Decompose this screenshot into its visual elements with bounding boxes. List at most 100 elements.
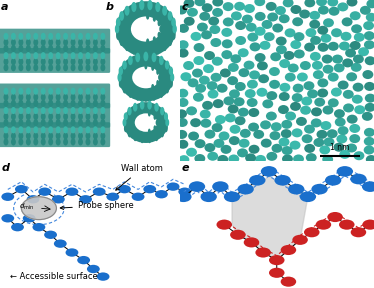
Circle shape — [269, 67, 280, 76]
Circle shape — [291, 5, 301, 14]
Circle shape — [306, 153, 317, 162]
Circle shape — [71, 107, 76, 114]
Circle shape — [27, 195, 40, 204]
Circle shape — [11, 100, 16, 107]
Circle shape — [178, 98, 188, 107]
Circle shape — [11, 88, 16, 95]
Circle shape — [100, 64, 105, 71]
Circle shape — [63, 52, 68, 59]
Circle shape — [18, 58, 23, 65]
Circle shape — [293, 84, 304, 93]
Circle shape — [100, 39, 105, 46]
Circle shape — [11, 119, 16, 126]
Circle shape — [63, 100, 68, 107]
Circle shape — [229, 89, 240, 98]
Circle shape — [249, 175, 266, 185]
Circle shape — [41, 138, 46, 145]
Circle shape — [338, 126, 349, 135]
Circle shape — [328, 73, 339, 82]
Circle shape — [78, 39, 83, 46]
Circle shape — [115, 25, 119, 33]
Circle shape — [56, 132, 61, 139]
Circle shape — [341, 32, 352, 41]
Circle shape — [313, 70, 324, 79]
Circle shape — [260, 41, 270, 50]
Circle shape — [3, 132, 9, 139]
Text: e: e — [181, 162, 189, 173]
Circle shape — [3, 45, 9, 52]
Circle shape — [3, 138, 9, 145]
Circle shape — [165, 86, 169, 93]
Circle shape — [292, 128, 303, 137]
FancyBboxPatch shape — [0, 122, 110, 147]
Circle shape — [332, 54, 343, 64]
Ellipse shape — [123, 102, 168, 143]
Text: Wall atom: Wall atom — [116, 164, 162, 190]
Circle shape — [119, 11, 124, 21]
Circle shape — [191, 32, 202, 41]
Text: d: d — [2, 162, 10, 173]
Circle shape — [217, 84, 228, 93]
Circle shape — [3, 33, 9, 40]
Circle shape — [93, 100, 98, 107]
Circle shape — [364, 40, 374, 49]
Circle shape — [33, 64, 38, 71]
Circle shape — [187, 8, 198, 17]
Circle shape — [218, 131, 230, 141]
Circle shape — [146, 38, 149, 45]
Polygon shape — [232, 177, 308, 260]
Circle shape — [78, 45, 83, 52]
Circle shape — [221, 50, 232, 59]
Circle shape — [275, 6, 286, 15]
Circle shape — [183, 61, 194, 70]
Circle shape — [65, 248, 79, 257]
Circle shape — [93, 58, 98, 65]
Circle shape — [48, 119, 53, 126]
Circle shape — [353, 54, 364, 64]
Circle shape — [328, 42, 339, 51]
Circle shape — [26, 94, 31, 101]
Circle shape — [334, 109, 345, 118]
Circle shape — [264, 32, 275, 41]
Circle shape — [41, 107, 46, 114]
Circle shape — [262, 99, 273, 108]
Circle shape — [180, 72, 191, 81]
Circle shape — [299, 10, 310, 18]
Circle shape — [125, 6, 129, 16]
Circle shape — [33, 94, 38, 101]
Circle shape — [54, 239, 67, 248]
Circle shape — [221, 145, 232, 154]
Circle shape — [199, 76, 210, 85]
Circle shape — [152, 94, 156, 101]
Circle shape — [11, 58, 16, 65]
Circle shape — [78, 94, 83, 101]
Circle shape — [339, 219, 355, 230]
Circle shape — [312, 184, 328, 194]
Circle shape — [153, 125, 156, 131]
Ellipse shape — [132, 67, 160, 88]
Circle shape — [316, 0, 327, 6]
Circle shape — [86, 119, 91, 126]
Circle shape — [71, 138, 76, 145]
Circle shape — [78, 88, 83, 95]
Circle shape — [158, 75, 161, 80]
Circle shape — [168, 38, 172, 46]
Circle shape — [11, 132, 16, 139]
Circle shape — [122, 60, 127, 70]
Circle shape — [221, 28, 232, 37]
Circle shape — [18, 94, 23, 101]
Circle shape — [245, 154, 256, 162]
Circle shape — [78, 52, 83, 59]
Circle shape — [317, 26, 328, 35]
Circle shape — [304, 0, 315, 7]
Circle shape — [176, 5, 187, 14]
Circle shape — [331, 88, 342, 96]
Circle shape — [266, 2, 277, 11]
Circle shape — [41, 132, 46, 139]
Circle shape — [125, 43, 129, 51]
Circle shape — [235, 82, 246, 91]
Circle shape — [3, 39, 9, 46]
Circle shape — [86, 100, 91, 107]
Circle shape — [78, 119, 83, 126]
Circle shape — [321, 121, 331, 130]
